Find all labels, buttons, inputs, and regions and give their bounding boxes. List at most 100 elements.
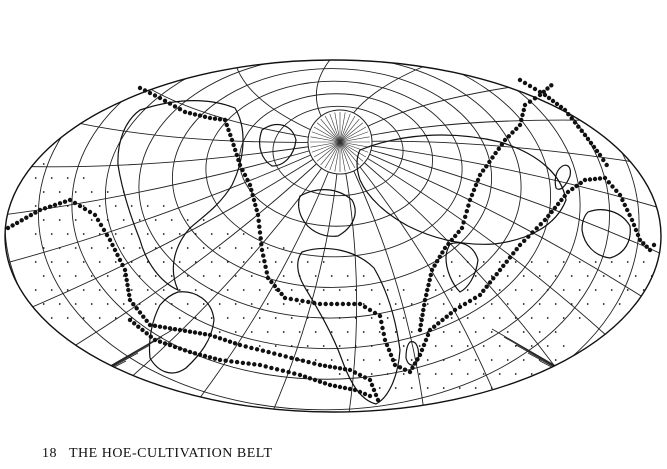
belt-boundary-dot xyxy=(137,310,143,315)
pole-spoke xyxy=(339,118,360,143)
fill-dot xyxy=(490,359,493,361)
belt-boundary-dot xyxy=(388,352,394,358)
belt-boundary-dot xyxy=(644,244,649,249)
belt-boundary-dot xyxy=(192,112,198,117)
meridian-line xyxy=(332,141,358,412)
fill-dot xyxy=(234,331,237,333)
belt-boundary-dot xyxy=(125,282,130,288)
belt-boundary-dot xyxy=(117,257,123,263)
north-pole-cap xyxy=(307,109,373,175)
fill-dot xyxy=(570,387,573,389)
belt-boundary-dot xyxy=(549,83,554,88)
belt-boundary-dot xyxy=(487,280,493,285)
fill-dot xyxy=(242,317,245,319)
belt-boundary-dot xyxy=(437,254,442,259)
fill-dot xyxy=(314,331,317,333)
belt-boundary-dot xyxy=(253,202,258,208)
fill-dot xyxy=(346,331,349,333)
pole-spoke xyxy=(310,136,341,143)
fill-dot xyxy=(338,345,341,347)
fill-dot xyxy=(554,275,557,277)
fill-dot xyxy=(106,303,109,305)
fill-dot xyxy=(186,303,189,305)
belt-boundary-dot xyxy=(177,327,183,333)
europe-outline xyxy=(298,189,356,237)
fill-dot xyxy=(538,275,541,277)
belt-boundary-dot xyxy=(207,355,213,360)
fill-dot xyxy=(218,303,221,305)
fill-dot xyxy=(50,261,53,263)
belt-boundary-dot xyxy=(300,358,306,363)
fill-dot xyxy=(322,345,325,347)
south-america-outline xyxy=(148,291,215,374)
fill-dot xyxy=(602,359,605,361)
fill-dot xyxy=(362,275,365,277)
belt-boundary-dot xyxy=(384,342,390,348)
belt-boundary-dot xyxy=(229,359,234,364)
fill-dot xyxy=(514,289,517,291)
corner-fan-line xyxy=(563,376,607,396)
fill-dot xyxy=(450,289,453,291)
fill-dot xyxy=(370,289,373,291)
fill-dot xyxy=(570,275,573,277)
fill-dot xyxy=(266,247,269,249)
belt-boundary-dot xyxy=(279,291,284,297)
fill-dot xyxy=(130,205,133,207)
fill-dot xyxy=(154,275,157,277)
meridian-line xyxy=(66,119,341,143)
fill-dot xyxy=(290,289,293,291)
fill-dot xyxy=(106,275,109,277)
belt-boundary-dot xyxy=(552,205,558,211)
fill-dot xyxy=(394,303,397,305)
fill-dot xyxy=(202,303,205,305)
parallel-line xyxy=(37,60,611,411)
belt-boundary-dot xyxy=(484,284,489,289)
fill-dot xyxy=(242,261,245,263)
belt-boundary-dot xyxy=(147,322,153,328)
belt-boundary-dot xyxy=(187,111,193,116)
fill-dot xyxy=(66,205,69,207)
fill-dot xyxy=(458,387,461,389)
belt-boundary-dot xyxy=(574,183,579,189)
fill-dot xyxy=(266,331,269,333)
belt-boundary-dot xyxy=(212,116,218,121)
belt-boundary-dot xyxy=(461,220,466,225)
fill-dot xyxy=(602,303,605,305)
belt-boundary-dot xyxy=(592,176,598,182)
fill-dot xyxy=(530,317,533,319)
belt-boundary-dot xyxy=(521,107,526,113)
belt-boundary-dot xyxy=(237,342,243,348)
belt-boundary-dot xyxy=(240,360,246,366)
belt-boundary-dot xyxy=(422,297,428,303)
fill-dot xyxy=(194,289,197,291)
fill-dot xyxy=(578,317,581,319)
fill-dot xyxy=(458,303,461,305)
fill-dot xyxy=(138,247,141,249)
belt-boundary-dot xyxy=(292,371,297,376)
figure-caption: 18 THE HOE-CULTIVATION BELT xyxy=(42,446,273,462)
fill-dot xyxy=(354,317,357,319)
belt-boundary-dot xyxy=(95,217,101,223)
belt-boundary-dot xyxy=(259,242,264,247)
fill-dot xyxy=(178,261,181,263)
belt-boundary-dot xyxy=(134,306,139,311)
belt-boundary-dot xyxy=(424,292,429,298)
belt-boundary-dot xyxy=(481,288,486,293)
belt-boundary-dot xyxy=(177,107,183,112)
belt-boundary-dot xyxy=(52,202,58,208)
belt-boundary-dot xyxy=(152,93,158,98)
belt-boundary-dot xyxy=(144,318,149,323)
fill-dot xyxy=(426,387,429,389)
belt-boundary-dot xyxy=(357,389,363,395)
fill-dot xyxy=(530,373,533,375)
belt-boundary-dot xyxy=(519,117,524,123)
fill-dot xyxy=(306,289,309,291)
pole-spoke xyxy=(339,141,367,158)
belt-boundary-dot xyxy=(602,175,608,181)
belt-boundary-dot xyxy=(510,130,515,135)
fill-dot xyxy=(82,289,85,291)
belt-boundary-dot xyxy=(110,242,115,248)
fill-dot xyxy=(490,387,493,389)
belt-boundary-dot xyxy=(294,297,299,303)
belt-boundary-dot xyxy=(582,177,588,183)
